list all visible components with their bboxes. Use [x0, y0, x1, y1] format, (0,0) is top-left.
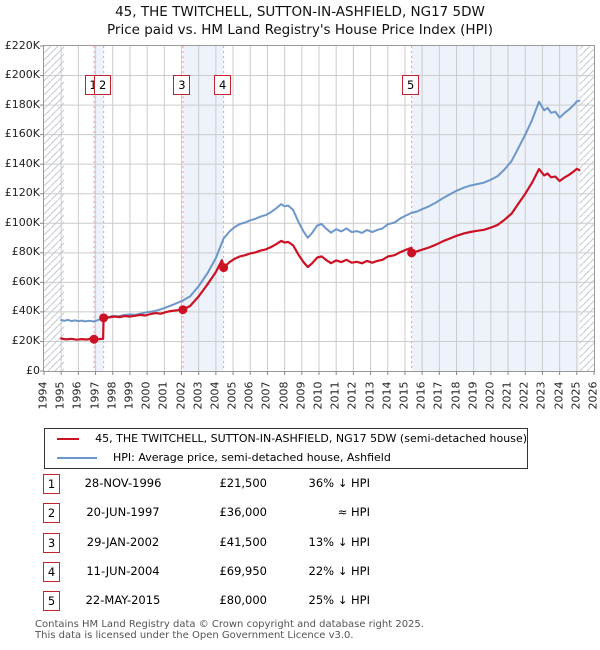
x-axis-label: 1997	[88, 381, 102, 410]
transaction-date: 29-JAN-2002	[86, 534, 160, 549]
x-axis-label: 2012	[345, 381, 359, 410]
y-axis-label: £120K	[4, 186, 40, 200]
x-axis-label: 2024	[552, 381, 566, 410]
transaction-date: 11-JUN-2004	[86, 563, 160, 578]
page-subtitle: Price paid vs. HM Land Registry's House …	[107, 22, 493, 38]
transaction-row-1: 1 28-NOV-1996 £21,500 36% ↓ HPI	[0, 474, 600, 494]
x-axis-label: 2018	[449, 381, 462, 410]
y-axis-label: £180K	[4, 97, 40, 111]
footer-copyright: Contains HM Land Registry data © Crown c…	[35, 619, 424, 630]
y-axis-label: £0	[26, 363, 40, 377]
transaction-vs-hpi: 13% ↓ HPI	[308, 534, 370, 549]
transaction-row-2: 2 20-JUN-1997 £36,000 ≈ HPI	[0, 503, 600, 524]
transaction-number-box: 2	[43, 503, 60, 524]
legend-label-price: 45, THE TWITCHELL, SUTTON-IN-ASHFIELD, N…	[95, 432, 527, 445]
y-axis-label: £60K	[11, 274, 40, 288]
x-axis-label: 1995	[53, 381, 67, 410]
y-axis-label: £20K	[11, 333, 40, 347]
transaction-price: £21,500	[219, 476, 267, 490]
x-axis-label: 1998	[105, 381, 119, 410]
x-axis-label: 2007	[259, 381, 273, 410]
x-axis-label: 2008	[277, 381, 291, 410]
hpi-line-swatch	[57, 456, 97, 459]
purchase-marker-1	[89, 334, 99, 344]
annotation-box-5: 5	[402, 75, 420, 95]
transaction-date: 28-NOV-1996	[84, 476, 162, 490]
transaction-vs-hpi: ≈ HPI	[337, 505, 370, 520]
x-axis-label: 1994	[36, 381, 50, 410]
chart-canvas	[40, 45, 595, 375]
no-data-hatch	[44, 46, 65, 371]
transaction-vs-hpi: 25% ↓ HPI	[308, 593, 370, 607]
price_paid_hpi_scaled-line	[60, 167, 581, 341]
transaction-number-box: 1	[43, 474, 60, 494]
x-axis-label: 2019	[466, 381, 480, 410]
x-axis-label: 2016	[414, 381, 428, 410]
legend-row-hpi: HPI: Average price, semi-detached house,…	[45, 448, 527, 467]
legend-row-price: 45, THE TWITCHELL, SUTTON-IN-ASHFIELD, N…	[45, 429, 527, 448]
transaction-row-5: 5 22-MAY-2015 £80,000 25% ↓ HPI	[0, 591, 600, 611]
transaction-number-box: 4	[43, 561, 60, 582]
transaction-vs-hpi: 36% ↓ HPI	[308, 476, 370, 490]
x-axis-label: 2002	[174, 381, 187, 410]
x-axis-label: 2020	[483, 381, 497, 410]
y-axis-label: £140K	[4, 156, 40, 170]
x-axis-label: 2005	[225, 381, 239, 410]
x-axis-label: 1999	[122, 381, 136, 410]
x-axis-label: 2026	[586, 381, 600, 410]
transaction-price: £41,500	[219, 534, 267, 549]
x-axis-label: 2011	[328, 381, 342, 410]
annotation-box-4: 4	[214, 75, 232, 95]
transaction-date: 20-JUN-1997	[86, 505, 160, 520]
x-axis-label: 2021	[500, 381, 514, 410]
x-axis-label: 2009	[294, 381, 308, 410]
y-axis-label: £40K	[11, 304, 40, 318]
transaction-price: £80,000	[219, 593, 267, 607]
x-axis-label: 2013	[363, 381, 377, 410]
x-axis-label: 2006	[242, 381, 256, 410]
y-axis-label: £80K	[11, 245, 40, 259]
transaction-number-box: 5	[43, 591, 60, 611]
x-axis-label: 2022	[517, 381, 531, 410]
x-axis-label: 2003	[191, 381, 205, 410]
transaction-row-3: 3 29-JAN-2002 £41,500 13% ↓ HPI	[0, 532, 600, 553]
x-axis-label: 2000	[139, 381, 153, 410]
page-title: 45, THE TWITCHELL, SUTTON-IN-ASHFIELD, N…	[115, 4, 485, 20]
y-axis-label: £160K	[4, 127, 40, 141]
chart-legend: 45, THE TWITCHELL, SUTTON-IN-ASHFIELD, N…	[44, 428, 528, 469]
transaction-number-box: 3	[43, 532, 60, 553]
x-axis-label: 1996	[70, 381, 84, 410]
chart-plot-area	[40, 45, 595, 375]
purchase-marker-3	[178, 305, 188, 315]
y-axis-label: £200K	[4, 68, 40, 82]
x-axis-label: 2017	[431, 381, 445, 410]
annotation-box-2: 2	[94, 75, 112, 95]
transaction-vs-hpi: 22% ↓ HPI	[308, 563, 370, 578]
transaction-price: £36,000	[219, 505, 267, 520]
x-axis-label: 2004	[208, 381, 222, 410]
y-axis-label: £220K	[4, 38, 40, 52]
x-axis-label: 2001	[156, 381, 170, 410]
annotation-box-3: 3	[173, 75, 191, 95]
transaction-price: £69,950	[219, 563, 267, 578]
y-axis-label: £100K	[4, 215, 40, 229]
x-axis-label: 2015	[397, 381, 411, 410]
x-axis-label: 2025	[569, 381, 583, 410]
price-line-swatch	[57, 437, 80, 440]
purchase-marker-5	[407, 248, 417, 258]
x-axis-label: 2010	[311, 381, 325, 410]
legend-label-hpi: HPI: Average price, semi-detached house,…	[113, 451, 391, 464]
ownership-band	[411, 46, 580, 371]
ownership-band	[94, 46, 104, 371]
x-axis-label: 2023	[534, 381, 548, 410]
transaction-date: 22-MAY-2015	[85, 593, 161, 607]
purchase-marker-2	[99, 313, 109, 323]
transaction-row-4: 4 11-JUN-2004 £69,950 22% ↓ HPI	[0, 561, 600, 582]
no-data-hatch	[579, 46, 594, 371]
footer-licence: This data is licensed under the Open Gov…	[35, 630, 354, 641]
ownership-band	[182, 46, 224, 371]
purchase-marker-4	[219, 263, 229, 273]
x-axis-label: 2014	[380, 381, 394, 410]
